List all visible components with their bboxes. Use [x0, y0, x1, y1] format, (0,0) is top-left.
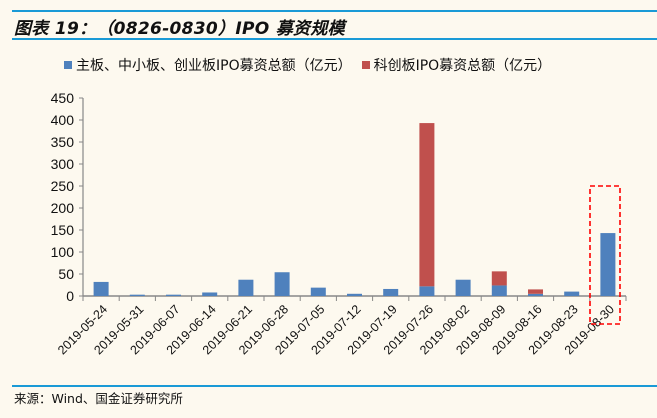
y-tick-label: 150	[51, 222, 75, 238]
y-tick-label: 350	[51, 134, 75, 150]
bar-main-board	[383, 288, 399, 296]
y-tick-label: 100	[51, 244, 75, 260]
footer-rule	[12, 385, 657, 387]
y-tick-label: 400	[51, 112, 75, 128]
y-tick-label: 50	[58, 266, 74, 282]
y-tick-label: 300	[51, 156, 75, 172]
bar-main-board	[347, 293, 362, 296]
bar-main-board	[93, 281, 109, 296]
legend-label: 主板、中小板、创业板IPO募资总额（亿元）	[76, 58, 352, 74]
bar-star-market	[528, 289, 543, 294]
bars	[93, 123, 616, 296]
y-tick-label: 250	[51, 178, 75, 194]
y-axis: 0 50 100 150 200 250 300 350 400 450	[51, 90, 84, 304]
bar-main-board	[600, 233, 616, 296]
legend-label: 科创板IPO募资总额（亿元）	[373, 58, 552, 74]
legend-swatch-red	[361, 61, 370, 69]
legend-item-main-board: 主板、中小板、创业板IPO募资总额（亿元）	[64, 55, 352, 75]
y-tick-label: 450	[51, 90, 75, 106]
x-tick-labels: 2019-05-242019-05-312019-06-072019-06-14…	[55, 302, 617, 357]
bar-main-board	[528, 293, 543, 296]
legend-item-star-market: 科创板IPO募资总额（亿元）	[361, 55, 552, 75]
bar-main-board	[274, 272, 290, 296]
bar-main-board	[238, 279, 254, 296]
bar-main-board	[455, 279, 471, 296]
chart-title: 图表 19：（0826-0830）IPO 募资规模	[14, 19, 345, 39]
bar-main-board	[166, 294, 181, 296]
bar-main-board	[202, 292, 218, 296]
title-rule	[12, 38, 657, 40]
top-rule	[12, 10, 657, 12]
bar-main-board	[129, 294, 145, 296]
bar-star-market	[491, 271, 507, 286]
legend-swatch-blue	[64, 61, 72, 69]
y-tick-label: 0	[66, 288, 74, 304]
x-axis	[82, 295, 627, 301]
source-note: 来源：Wind、国金证券研究所	[14, 391, 183, 406]
legend: 主板、中小板、创业板IPO募资总额（亿元） 科创板IPO募资总额（亿元）	[64, 55, 561, 75]
bar-star-market	[419, 123, 435, 287]
bar-main-board	[491, 285, 507, 296]
bar-main-board	[419, 286, 435, 296]
y-tick-label: 200	[51, 200, 75, 216]
bar-main-board	[564, 291, 580, 296]
highlight-dashed-box	[589, 185, 621, 325]
bar-main-board	[310, 287, 326, 296]
